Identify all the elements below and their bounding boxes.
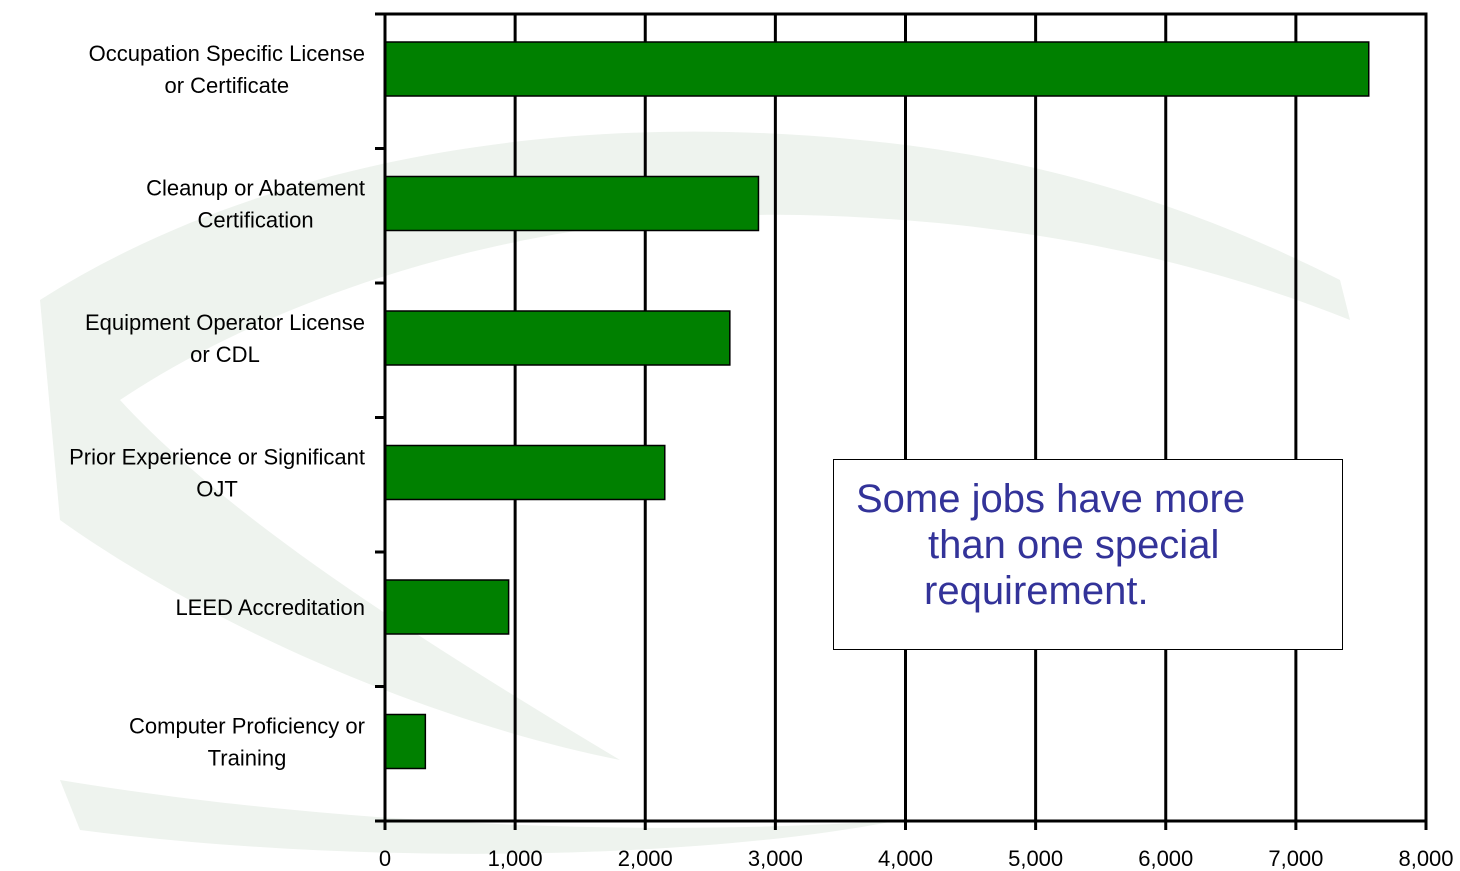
bar (384, 41, 1370, 97)
background-swoosh-lower (60, 780, 900, 854)
x-tick-label: 4,000 (878, 846, 933, 871)
background-swoosh (40, 131, 1350, 760)
annotation-line: than one special (928, 523, 1220, 567)
bar (384, 579, 510, 635)
category-label-line: Occupation Specific License (89, 41, 365, 66)
plot-area (383, 12, 1428, 823)
category-label-line: Certification (197, 208, 313, 233)
category-label: Equipment Operator License or CDL (85, 310, 365, 367)
x-tick-labels: 0 1,000 2,000 3,000 4,000 5,000 6,000 7,000 8,00… (379, 846, 1454, 871)
annotation-line: requirement. (924, 569, 1149, 613)
category-label: Cleanup or Abatement Certification (146, 176, 365, 233)
x-tick-label: 8,000 (1398, 846, 1453, 871)
bar (384, 310, 731, 366)
annotation-box: Some jobs have more than one special req… (833, 459, 1343, 650)
category-label: Prior Experience or Significant OJT (69, 445, 365, 502)
category-label: Computer Proficiency or Training (129, 714, 365, 771)
bar (384, 175, 760, 232)
x-tick-label: 0 (379, 846, 391, 871)
bar (384, 444, 666, 501)
category-label: LEED Accreditation (175, 595, 365, 620)
background-swoosh-group (40, 131, 1350, 854)
annotation-line: Some jobs have more (856, 477, 1246, 521)
category-label-line: Prior Experience or Significant (69, 445, 365, 470)
category-label-line: LEED Accreditation (175, 595, 365, 620)
x-tick-label: 5,000 (1008, 846, 1063, 871)
x-tick-label: 6,000 (1138, 846, 1193, 871)
category-label-line: Equipment Operator License (85, 310, 365, 335)
bar (384, 713, 427, 770)
gridlines (513, 14, 1298, 821)
category-labels: Occupation Specific License or Certificat… (69, 41, 365, 771)
x-tick-label: 7,000 (1268, 846, 1323, 871)
category-label: Occupation Specific License or Certificat… (89, 41, 365, 98)
category-label-line: Training (208, 746, 287, 771)
category-label-line: OJT (196, 477, 238, 502)
x-tick-label: 2,000 (618, 846, 673, 871)
axes (375, 12, 1428, 830)
x-tick-label: 3,000 (748, 846, 803, 871)
category-label-line: Computer Proficiency or (129, 714, 365, 739)
category-label-line: or Certificate (164, 73, 289, 98)
x-tick-label: 1,000 (488, 846, 543, 871)
category-label-line: or CDL (190, 342, 260, 367)
category-label-line: Cleanup or Abatement (146, 176, 365, 201)
